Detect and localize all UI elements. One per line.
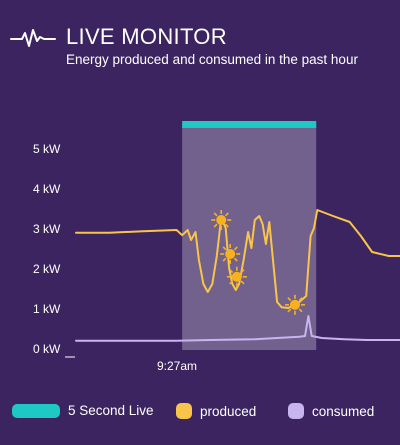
chart-svg: 5 kW 4 kW 3 kW 2 kW 1 kW 0 kW 9:27am bbox=[33, 121, 400, 373]
y-tick-label: 2 kW bbox=[33, 262, 61, 276]
y-tick-label: 5 kW bbox=[33, 142, 61, 156]
y-tick-label: 4 kW bbox=[33, 182, 61, 196]
legend-swatch-live bbox=[12, 403, 60, 418]
sun-icon bbox=[226, 266, 247, 287]
legend-swatch-produced bbox=[176, 403, 192, 419]
legend-label-live: 5 Second Live bbox=[68, 403, 154, 418]
chart-legend: 5 Second Live produced consumed bbox=[0, 396, 400, 426]
page-title: LIVE MONITOR bbox=[66, 24, 227, 49]
y-tick-label: 1 kW bbox=[33, 302, 61, 316]
x-tick-label: 9:27am bbox=[157, 359, 197, 373]
legend-item-consumed: consumed bbox=[288, 403, 374, 419]
legend-swatch-consumed bbox=[288, 403, 304, 419]
header: LIVE MONITOR Energy produced and consume… bbox=[0, 0, 400, 80]
series-line-produced bbox=[75, 209, 400, 309]
legend-item-produced: produced bbox=[176, 403, 256, 419]
page-subtitle: Energy produced and consumed in the past… bbox=[66, 52, 358, 67]
pulse-icon bbox=[10, 29, 56, 47]
sun-icon bbox=[211, 210, 232, 230]
legend-item-live: 5 Second Live bbox=[12, 403, 154, 418]
live-bar bbox=[182, 121, 317, 128]
sun-icon bbox=[284, 294, 305, 315]
sun-icon bbox=[220, 244, 241, 264]
y-tick-label: 3 kW bbox=[33, 222, 61, 236]
energy-chart: 5 kW 4 kW 3 kW 2 kW 1 kW 0 kW 9:27am bbox=[0, 100, 400, 390]
legend-label-consumed: consumed bbox=[312, 403, 375, 419]
series-line-consumed bbox=[75, 315, 400, 342]
y-tick-label: 0 kW bbox=[33, 342, 61, 356]
legend-label-produced: produced bbox=[200, 403, 257, 419]
